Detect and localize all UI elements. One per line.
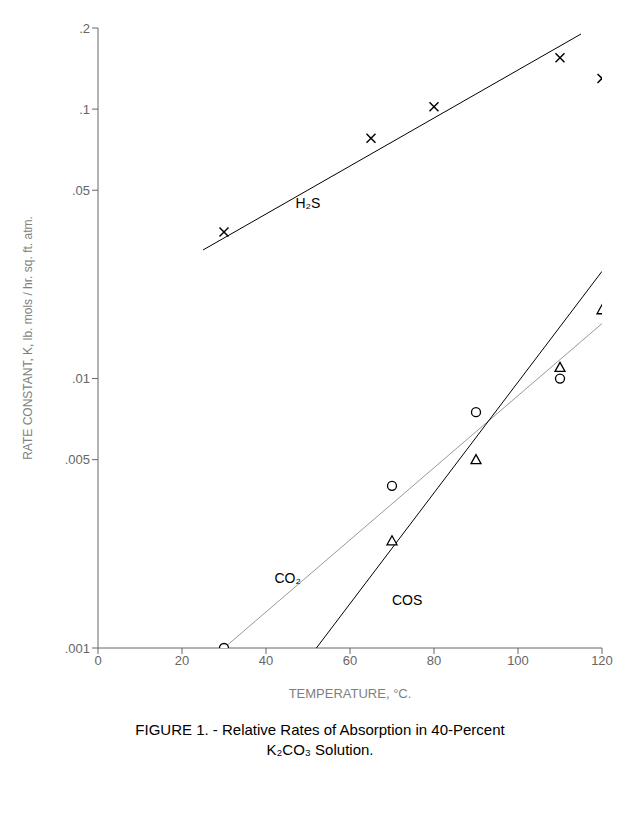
svg-text:60: 60: [343, 653, 357, 668]
svg-text:.005: .005: [65, 452, 90, 467]
html-text:FIGURE 1. - Relative Rates of: FIGURE 1. - Relative Rates of Absorption…: [135, 721, 505, 738]
svg-text:TEMPERATURE, °C.: TEMPERATURE, °C.: [289, 686, 412, 701]
svg-text:.1: .1: [79, 102, 90, 117]
svg-text:80: 80: [427, 653, 441, 668]
svg-text:.01: .01: [72, 371, 90, 386]
html-text:K₂CO₃ Solution.: K₂CO₃ Solution.: [266, 741, 374, 758]
svg-text:CO₂: CO₂: [274, 570, 300, 586]
svg-text:40: 40: [259, 653, 273, 668]
svg-text:RATE CONSTANT, K, lb. mols / h: RATE CONSTANT, K, lb. mols / hr. sq. ft.…: [21, 216, 35, 460]
svg-text:.05: .05: [72, 183, 90, 198]
svg-text:.001: .001: [65, 641, 90, 656]
svg-text:0: 0: [94, 653, 101, 668]
svg-text:H₂S: H₂S: [295, 195, 320, 211]
svg-text:.2: .2: [79, 21, 90, 36]
svg-text:100: 100: [507, 653, 529, 668]
svg-text:COS: COS: [392, 592, 422, 608]
svg-text:20: 20: [175, 653, 189, 668]
svg-text:120: 120: [591, 653, 613, 668]
